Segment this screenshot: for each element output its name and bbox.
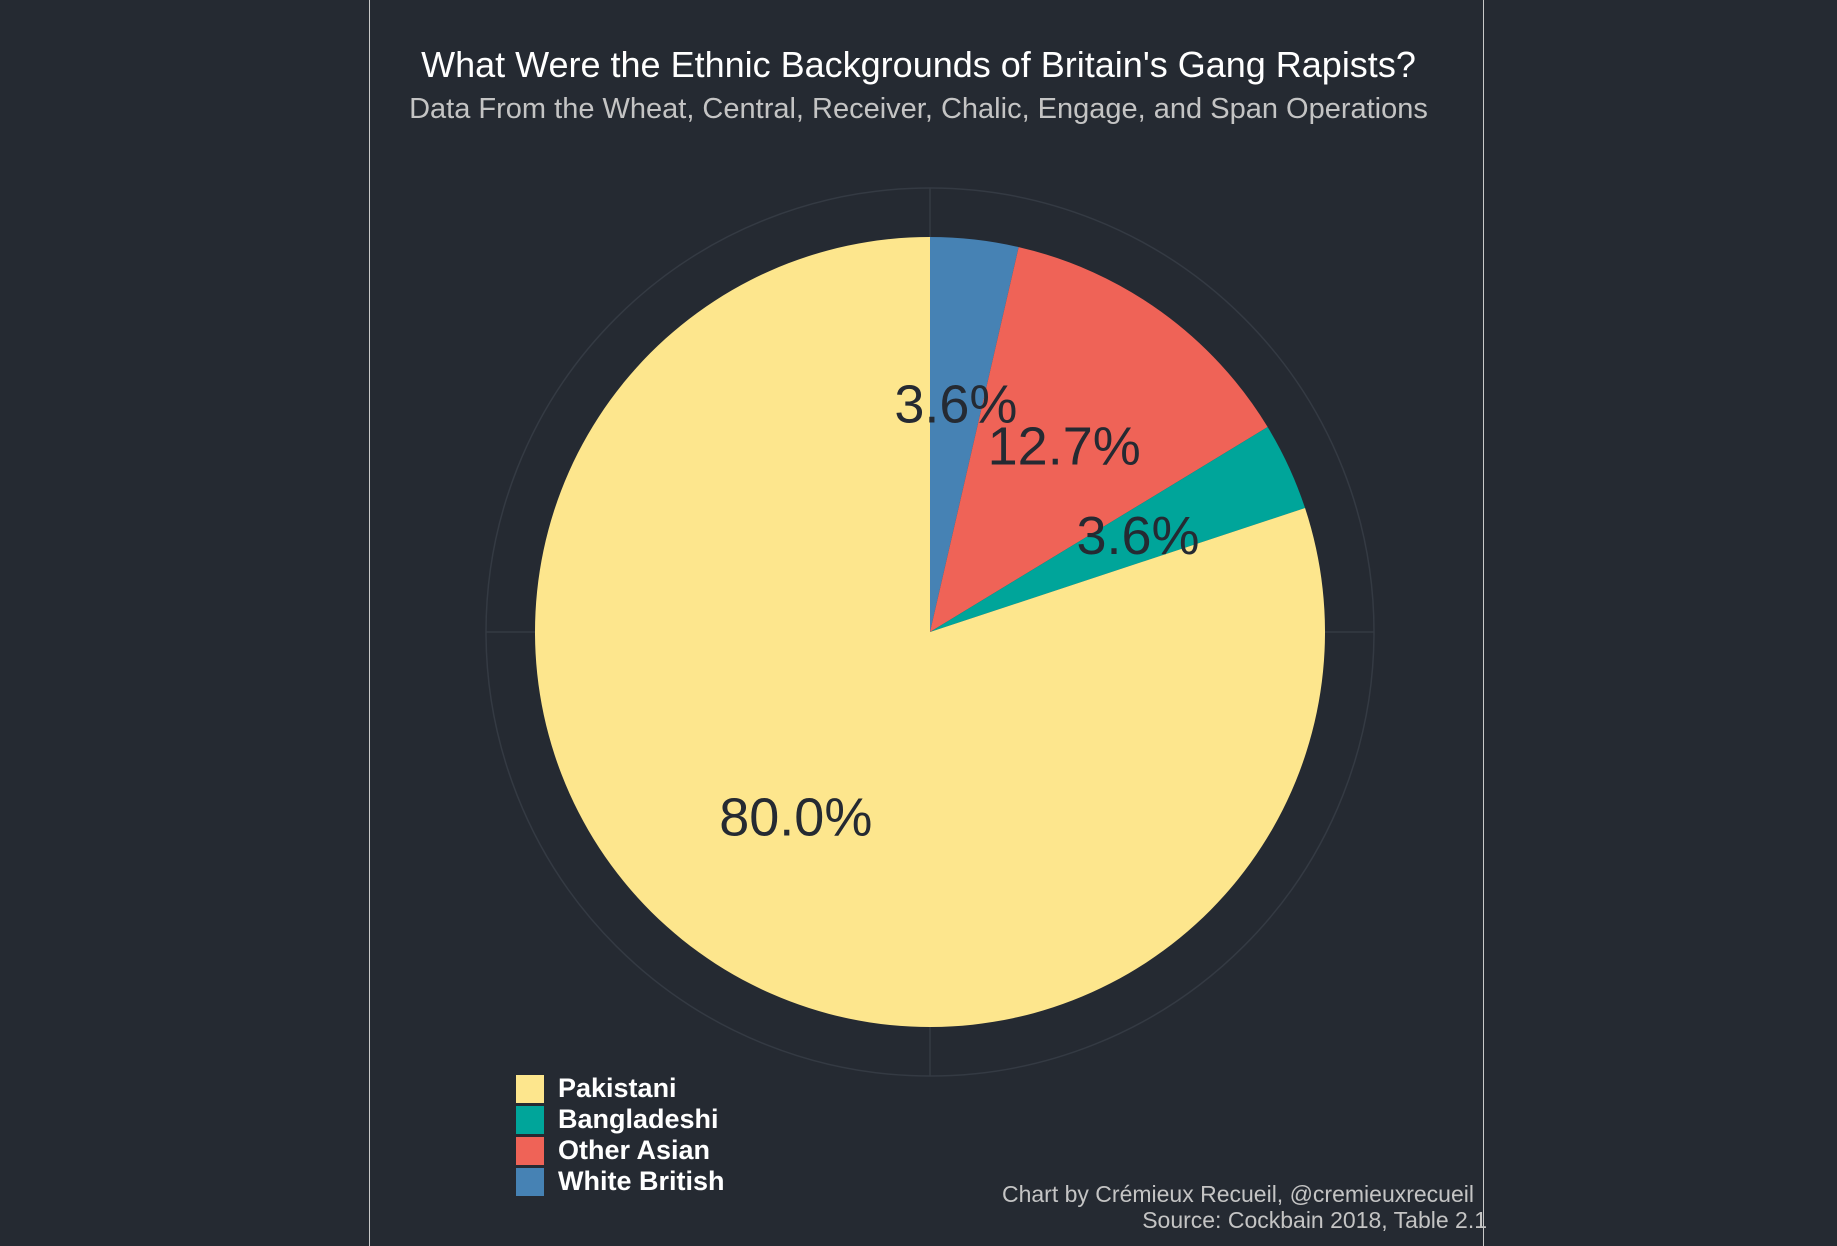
chart-subtitle: Data From the Wheat, Central, Receiver, … [409,93,1428,125]
legend-item-bangladeshi: Bangladeshi [516,1104,725,1135]
chart-title: What Were the Ethnic Backgrounds of Brit… [421,44,1416,85]
legend-item-pakistani: Pakistani [516,1073,725,1104]
legend-item-other-asian: Other Asian [516,1135,725,1166]
legend-swatch [516,1136,544,1165]
legend-label: White British [558,1166,725,1196]
source-credit: Source: Cockbain 2018, Table 2.1 [1142,1207,1487,1233]
legend-item-white-british: White British [516,1166,725,1197]
legend-swatch [516,1074,544,1103]
legend-swatch [516,1105,544,1134]
slice-label-bangladeshi: 3.6% [1076,506,1199,566]
pie-slice-bangladeshi [930,427,1306,632]
slice-label-white-british: 3.6% [894,374,1017,434]
chart-frame [369,0,1484,1246]
slice-label-pakistani: 80.0% [719,788,872,848]
slice-label-other-asian: 12.7% [988,416,1141,476]
credit-block: Chart by Crémieux Recueil, @cremieuxrecu… [1001,1181,1487,1233]
slice-labels: 3.6%12.7%3.6%80.0% [719,374,1199,847]
author-credit: Chart by Crémieux Recueil, @cremieuxrecu… [1001,1181,1474,1207]
legend-label: Bangladeshi [558,1104,719,1134]
pie-slice-white-british [930,237,1019,632]
legend-swatch [516,1167,544,1196]
legend-label: Other Asian [558,1135,711,1165]
pie-slice-pakistani [535,237,1326,1027]
pie-slices [535,237,1326,1027]
pie-slice-other-asian [930,247,1268,632]
legend-label: Pakistani [558,1073,677,1103]
legend: Pakistani Bangladeshi Other Asian White Bri… [516,1073,725,1197]
